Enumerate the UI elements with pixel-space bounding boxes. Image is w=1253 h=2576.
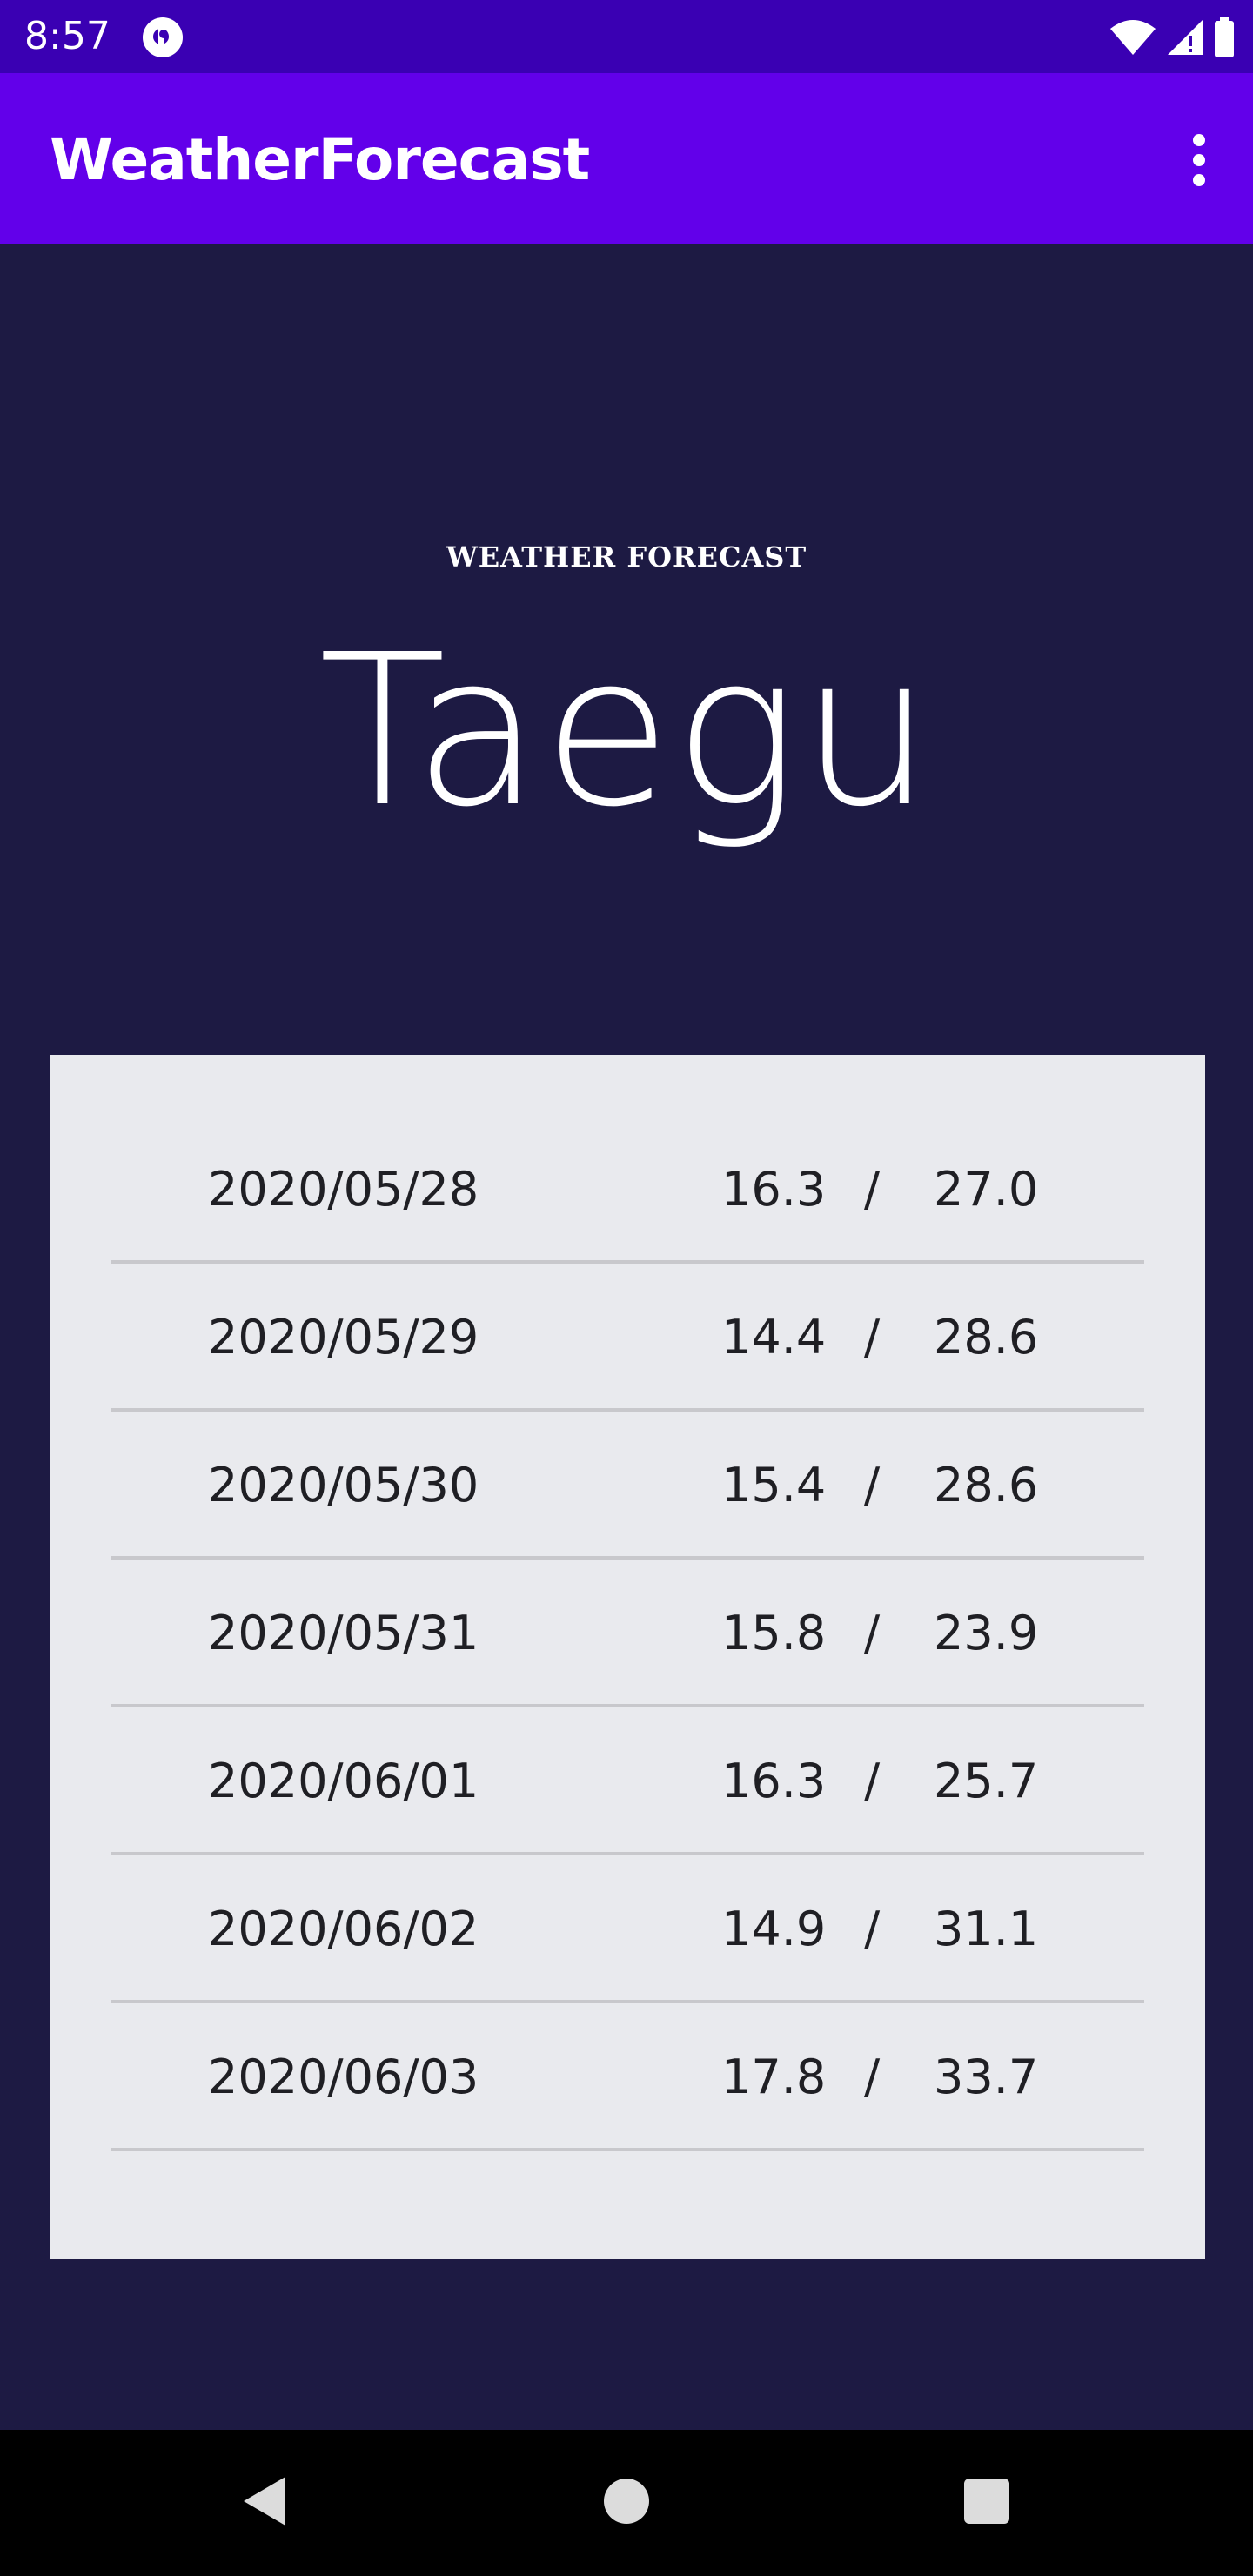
- forecast-row[interactable]: 2020/05/30 15.4 / 28.6: [111, 1412, 1144, 1560]
- status-bar: 8:57: [0, 0, 1253, 73]
- forecast-row[interactable]: 2020/06/01 16.3 / 25.7: [111, 1707, 1144, 1855]
- forecast-max-temp: 23.9: [934, 1606, 1039, 1660]
- forecast-max-temp: 33.7: [934, 2049, 1039, 2104]
- forecast-min-temp: 16.3: [721, 1162, 827, 1217]
- temp-separator: /: [864, 1754, 881, 1808]
- temp-separator: /: [864, 1902, 881, 1956]
- forecast-row[interactable]: 2020/05/29 14.4 / 28.6: [111, 1264, 1144, 1412]
- forecast-min-temp: 14.4: [721, 1310, 827, 1365]
- cellular-signal-icon: [1168, 20, 1203, 55]
- temp-separator: /: [864, 1310, 881, 1365]
- forecast-date: 2020/06/01: [208, 1754, 479, 1808]
- forecast-min-temp: 14.9: [721, 1902, 827, 1956]
- forecast-date: 2020/06/02: [208, 1902, 479, 1956]
- forecast-min-temp: 15.4: [721, 1458, 827, 1513]
- city-name: Taegu: [318, 609, 935, 853]
- menu-dot: [1193, 134, 1205, 146]
- forecast-row[interactable]: 2020/06/02 14.9 / 31.1: [111, 1855, 1144, 2003]
- back-icon[interactable]: [240, 2473, 289, 2529]
- forecast-date: 2020/05/31: [208, 1606, 479, 1660]
- temp-separator: /: [864, 1162, 881, 1217]
- forecast-max-temp: 28.6: [934, 1458, 1039, 1513]
- recents-icon[interactable]: [964, 2479, 1009, 2524]
- forecast-min-temp: 17.8: [721, 2049, 827, 2104]
- forecast-max-temp: 25.7: [934, 1754, 1039, 1808]
- app-title: WeatherForecast: [50, 126, 590, 193]
- menu-dot: [1193, 174, 1205, 186]
- forecast-list: 2020/05/28 16.3 / 27.0 2020/05/29 14.4 /…: [111, 1055, 1144, 2151]
- forecast-min-temp: 16.3: [721, 1754, 827, 1808]
- forecast-max-temp: 27.0: [934, 1162, 1039, 1217]
- forecast-date: 2020/05/29: [208, 1310, 479, 1365]
- forecast-label: WEATHER FORECAST: [446, 540, 807, 574]
- forecast-date: 2020/06/03: [208, 2049, 479, 2104]
- status-icons: [1109, 16, 1236, 59]
- home-icon[interactable]: [604, 2479, 649, 2524]
- forecast-date: 2020/05/28: [208, 1162, 479, 1217]
- forecast-max-temp: 28.6: [934, 1310, 1039, 1365]
- app-notification-icon: [143, 17, 183, 57]
- temp-separator: /: [864, 2049, 881, 2104]
- app-bar: WeatherForecast: [0, 73, 1253, 244]
- wifi-icon: [1110, 20, 1156, 55]
- menu-dot: [1193, 154, 1205, 166]
- forecast-card: 2020/05/28 16.3 / 27.0 2020/05/29 14.4 /…: [50, 1055, 1205, 2259]
- forecast-max-temp: 31.1: [934, 1902, 1039, 1956]
- forecast-row[interactable]: 2020/06/03 17.8 / 33.7: [111, 2003, 1144, 2151]
- temp-separator: /: [864, 1458, 881, 1513]
- forecast-row[interactable]: 2020/05/28 16.3 / 27.0: [111, 1055, 1144, 1264]
- status-time: 8:57: [24, 14, 111, 58]
- forecast-row[interactable]: 2020/05/31 15.8 / 23.9: [111, 1560, 1144, 1707]
- forecast-min-temp: 15.8: [721, 1606, 827, 1660]
- more-vert-icon[interactable]: [1178, 127, 1220, 193]
- battery-icon: [1215, 17, 1234, 57]
- temp-separator: /: [864, 1606, 881, 1660]
- forecast-date: 2020/05/30: [208, 1458, 479, 1513]
- navigation-bar: [0, 2430, 1253, 2576]
